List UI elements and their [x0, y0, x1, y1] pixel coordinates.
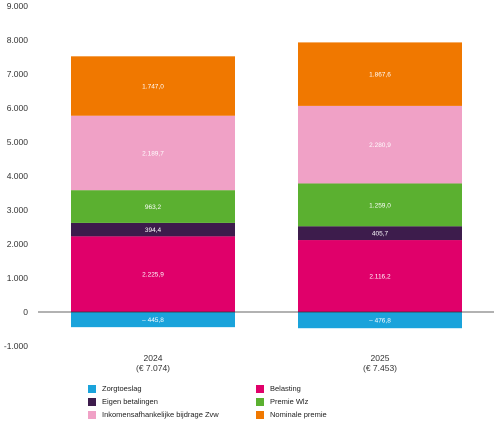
bar-segment-premie-wlz-2024 — [71, 190, 235, 223]
legend-label: Eigen betalingen — [102, 397, 158, 406]
legend-swatch — [88, 410, 96, 419]
legend-label: Premie Wlz — [270, 397, 309, 406]
legend-swatch — [88, 397, 96, 406]
x-category-sublabel: (€ 7.453) — [363, 363, 397, 373]
x-category-label: 2025 — [371, 353, 390, 363]
y-tick-label: 0 — [23, 307, 28, 317]
data-label: 405,7 — [372, 231, 389, 238]
chart-legend: Zorgtoeslag Belasting Eigen betalingen Prem… — [88, 384, 428, 419]
bar-segment-inkomensafhankelijke-bijdrage-zvw-2024 — [71, 115, 235, 191]
data-label: – 445,8 — [142, 317, 164, 324]
bar-segment-eigen-betalingen-2025 — [298, 226, 462, 241]
bar-segment-nominale-premie-2024 — [71, 56, 235, 116]
data-label: 394,4 — [145, 227, 162, 234]
y-tick-label: 8.000 — [7, 35, 29, 45]
legend-label: Inkomensafhankelijke bijdrage Zvw — [102, 410, 219, 419]
y-tick-label: 7.000 — [7, 69, 29, 79]
bar-segment-zorgtoeslag-2025 — [298, 312, 462, 329]
y-tick-label: 1.000 — [7, 273, 29, 283]
data-label: 2.116,2 — [369, 274, 391, 281]
bar-segment-inkomensafhankelijke-bijdrage-zvw-2025 — [298, 105, 462, 184]
x-category-sublabel: (€ 7.074) — [136, 363, 170, 373]
legend-swatch — [256, 397, 264, 406]
x-category-label: 2024 — [144, 353, 163, 363]
legend-item: Belasting — [256, 384, 424, 393]
bar-segment-belasting-2025 — [298, 240, 462, 312]
legend-item: Zorgtoeslag — [88, 384, 256, 393]
y-tick-label: 4.000 — [7, 171, 29, 181]
data-label: 1.867,6 — [369, 72, 391, 79]
data-label: 1.747,0 — [142, 84, 164, 91]
legend-label: Belasting — [270, 384, 301, 393]
legend-item: Nominale premie — [256, 410, 424, 419]
data-label: 2.225,9 — [142, 272, 164, 279]
legend-swatch — [256, 410, 264, 419]
legend-item: Premie Wlz — [256, 397, 424, 406]
data-label: 2.189,7 — [142, 150, 164, 157]
stacked-bar-chart: -1.000 0 1.000 2.000 3.000 4.000 5.000 6.000 7.0… — [4, 1, 494, 373]
data-label: 1.259,0 — [369, 202, 391, 209]
data-label: 2.280,9 — [369, 142, 391, 149]
bar-segment-nominale-premie-2025 — [298, 42, 462, 106]
bar-segment-belasting-2024 — [71, 236, 235, 312]
data-label: 963,2 — [145, 204, 162, 211]
legend-swatch — [256, 384, 264, 393]
y-tick-label: -1.000 — [4, 341, 28, 351]
y-tick-label: 2.000 — [7, 239, 29, 249]
y-tick-label: 6.000 — [7, 103, 29, 113]
legend-item: Inkomensafhankelijke bijdrage Zvw — [88, 410, 256, 419]
legend-swatch — [88, 384, 96, 393]
bar-segment-premie-wlz-2025 — [298, 183, 462, 227]
y-tick-label: 9.000 — [7, 1, 29, 11]
bar-segment-zorgtoeslag-2024 — [71, 312, 235, 328]
bar-segment-eigen-betalingen-2024 — [71, 222, 235, 237]
legend-label: Nominale premie — [270, 410, 327, 419]
legend-label: Zorgtoeslag — [102, 384, 142, 393]
data-label: – 476,8 — [369, 318, 391, 325]
y-tick-label: 5.000 — [7, 137, 29, 147]
y-tick-label: 3.000 — [7, 205, 29, 215]
legend-item: Eigen betalingen — [88, 397, 256, 406]
